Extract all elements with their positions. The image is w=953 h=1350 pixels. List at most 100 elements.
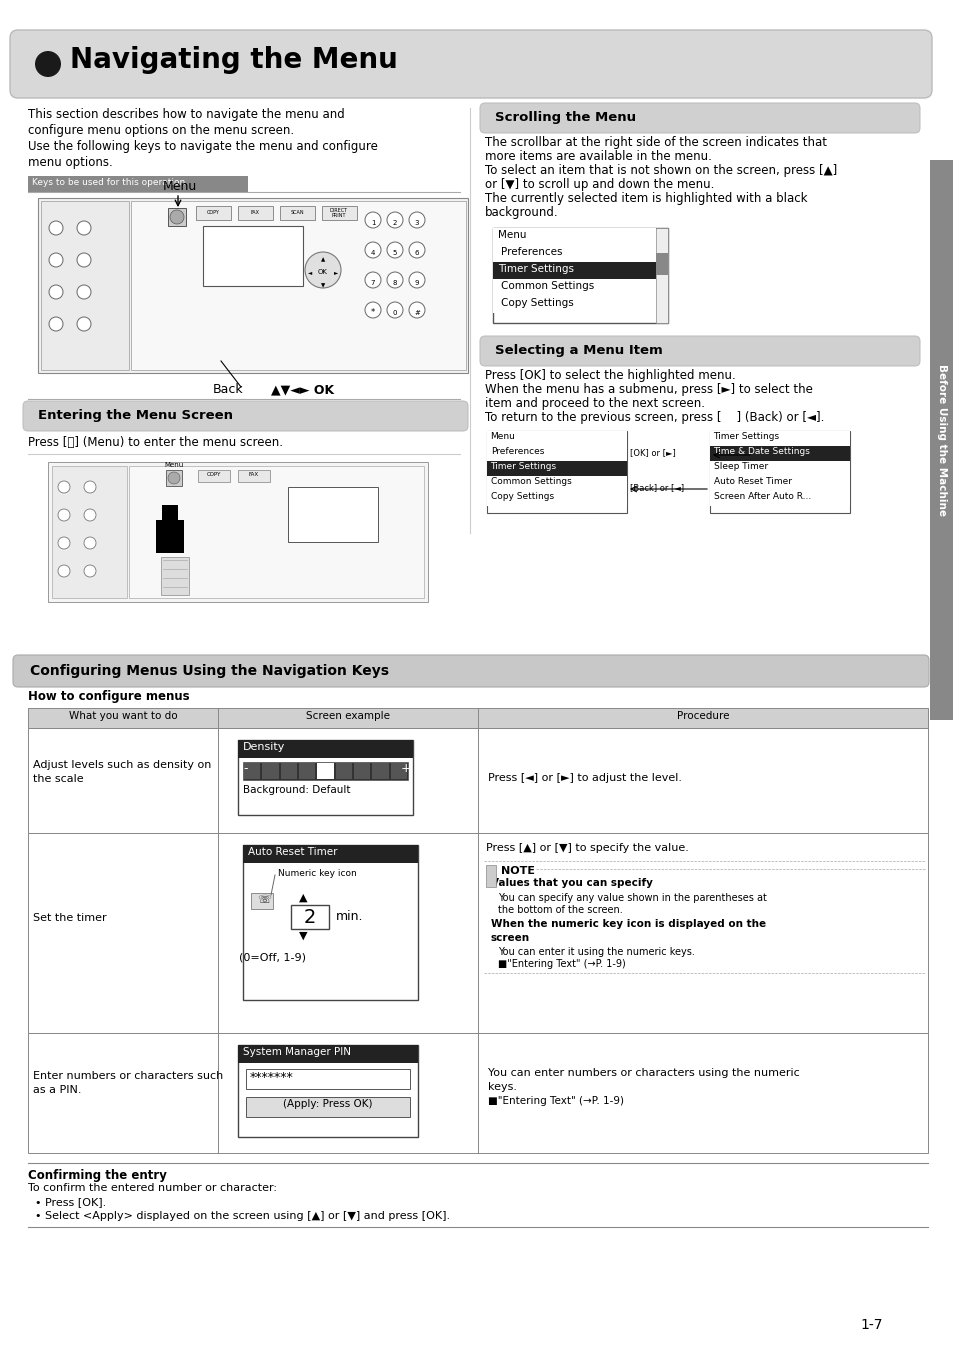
Bar: [237, 470, 270, 482]
Text: Copy Settings: Copy Settings: [500, 298, 573, 308]
Text: Menu: Menu: [490, 432, 515, 441]
Bar: [28, 707, 927, 728]
Bar: [280, 763, 296, 779]
Text: Keys to be used for this operation: Keys to be used for this operation: [32, 178, 185, 188]
Text: ☏: ☏: [256, 895, 271, 905]
Bar: [243, 845, 417, 863]
Text: Screen example: Screen example: [306, 711, 390, 721]
Text: Configuring Menus Using the Navigation Keys: Configuring Menus Using the Navigation K…: [30, 664, 389, 678]
Bar: [335, 763, 352, 779]
Bar: [246, 1069, 410, 1089]
Circle shape: [387, 271, 402, 288]
Text: To return to the previous screen, press [    ] (Back) or [◄].: To return to the previous screen, press …: [484, 410, 823, 424]
Text: Back: Back: [213, 383, 243, 396]
Text: Sleep Timer: Sleep Timer: [713, 462, 767, 471]
Text: Scrolling the Menu: Scrolling the Menu: [495, 111, 636, 124]
Text: When the numeric key icon is displayed on the: When the numeric key icon is displayed o…: [491, 919, 765, 929]
Text: Preferences: Preferences: [500, 247, 562, 256]
Text: 0: 0: [393, 310, 396, 316]
Bar: [288, 487, 377, 541]
Text: 2: 2: [393, 220, 396, 225]
Text: You can enter it using the numeric keys.: You can enter it using the numeric keys.: [497, 946, 694, 957]
Bar: [929, 161, 953, 720]
Text: Use the following keys to navigate the menu and configure: Use the following keys to navigate the m…: [28, 140, 377, 153]
Text: as a PIN.: as a PIN.: [33, 1085, 81, 1095]
Bar: [298, 763, 315, 779]
Text: You can specify any value shown in the parentheses at: You can specify any value shown in the p…: [497, 892, 766, 903]
Text: ■"Entering Text" (→P. 1-9): ■"Entering Text" (→P. 1-9): [488, 1096, 623, 1106]
Text: COPY: COPY: [207, 472, 221, 477]
Text: 2: 2: [303, 909, 315, 927]
Bar: [280, 207, 314, 220]
Text: 6: 6: [415, 250, 418, 256]
Bar: [244, 763, 260, 779]
Bar: [493, 244, 656, 262]
Text: the scale: the scale: [33, 774, 84, 784]
Circle shape: [365, 212, 380, 228]
Circle shape: [84, 481, 96, 493]
Text: SCAN: SCAN: [290, 211, 303, 216]
Text: ▼: ▼: [298, 931, 307, 941]
FancyBboxPatch shape: [479, 103, 919, 134]
Circle shape: [77, 221, 91, 235]
Circle shape: [77, 252, 91, 267]
Bar: [709, 431, 849, 513]
Circle shape: [409, 212, 424, 228]
Text: Entering the Menu Screen: Entering the Menu Screen: [38, 409, 233, 423]
Text: Adjust levels such as density on: Adjust levels such as density on: [33, 760, 212, 770]
Text: *******: *******: [250, 1071, 294, 1084]
Bar: [251, 892, 273, 909]
Bar: [354, 763, 370, 779]
Circle shape: [409, 242, 424, 258]
Text: Selecting a Menu Item: Selecting a Menu Item: [495, 344, 662, 356]
Bar: [486, 460, 626, 477]
Bar: [493, 228, 656, 244]
Circle shape: [387, 302, 402, 319]
Text: 5: 5: [393, 250, 396, 256]
Text: Set the timer: Set the timer: [33, 913, 107, 923]
Bar: [709, 446, 849, 460]
Text: min.: min.: [335, 910, 363, 923]
Bar: [291, 904, 329, 929]
Bar: [48, 462, 428, 602]
Text: Time & Date Settings: Time & Date Settings: [712, 447, 809, 456]
Text: 8: 8: [393, 279, 396, 286]
Text: (0=Off, 1-9): (0=Off, 1-9): [239, 953, 306, 963]
Bar: [486, 446, 626, 460]
Text: -: -: [243, 761, 247, 775]
Text: Numeric key icon: Numeric key icon: [277, 869, 356, 878]
Text: ▼: ▼: [320, 284, 325, 289]
Circle shape: [77, 317, 91, 331]
Circle shape: [168, 472, 180, 485]
Circle shape: [387, 242, 402, 258]
FancyBboxPatch shape: [23, 401, 468, 431]
Circle shape: [49, 221, 63, 235]
Text: Confirming the entry: Confirming the entry: [28, 1169, 167, 1183]
Text: item and proceed to the next screen.: item and proceed to the next screen.: [484, 397, 704, 410]
Text: 7: 7: [371, 279, 375, 286]
Circle shape: [49, 252, 63, 267]
Text: When the menu has a submenu, press [►] to select the: When the menu has a submenu, press [►] t…: [484, 383, 812, 396]
Text: How to configure menus: How to configure menus: [28, 690, 190, 703]
Bar: [243, 761, 408, 780]
Circle shape: [58, 537, 70, 549]
Bar: [709, 491, 849, 506]
Circle shape: [58, 481, 70, 493]
Text: ◄: ◄: [308, 270, 312, 275]
Text: [OK] or [►]: [OK] or [►]: [629, 448, 675, 458]
Bar: [656, 228, 667, 323]
Text: *: *: [371, 309, 375, 317]
Text: Common Settings: Common Settings: [500, 281, 594, 292]
Circle shape: [409, 271, 424, 288]
Text: The scrollbar at the right side of the screen indicates that: The scrollbar at the right side of the s…: [484, 136, 826, 148]
Text: What you want to do: What you want to do: [69, 711, 177, 721]
Text: 9: 9: [415, 279, 418, 286]
Bar: [28, 1033, 927, 1153]
Text: screen: screen: [491, 933, 530, 944]
Text: Auto Reset Timer: Auto Reset Timer: [713, 477, 791, 486]
Bar: [322, 207, 356, 220]
Text: • Select <Apply> displayed on the screen using [▲] or [▼] and press [OK].: • Select <Apply> displayed on the screen…: [35, 1211, 450, 1220]
Text: FAX: FAX: [249, 472, 259, 477]
Text: (Apply: Press OK): (Apply: Press OK): [283, 1099, 373, 1108]
Text: 3: 3: [415, 220, 418, 225]
